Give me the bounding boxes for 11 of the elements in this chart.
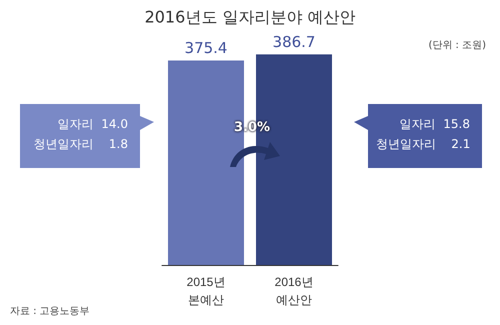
x-tick-label: 2016년 예산안 xyxy=(274,275,314,307)
text: 일자리 15.8 xyxy=(398,116,470,133)
text: 일자리 14.0 xyxy=(56,116,128,133)
chart-title: 2016년도 일자리분야 예산안 xyxy=(144,8,356,26)
data-label: 386.7 xyxy=(272,32,316,51)
text: 자료 : 고용노동부 xyxy=(10,305,90,318)
data-label: 375.4 xyxy=(184,38,228,57)
text: 청년일자리 2.1 xyxy=(376,136,470,153)
x-tick-label: 2015년 본예산 xyxy=(186,275,226,307)
text: (단위 : 조원) xyxy=(428,39,486,52)
text: 청년일자리 1.8 xyxy=(32,136,128,153)
